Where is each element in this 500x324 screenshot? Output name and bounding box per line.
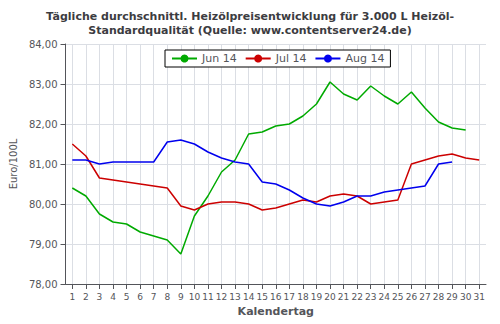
svg-text:11: 11 xyxy=(202,292,213,302)
svg-text:20: 20 xyxy=(324,292,336,302)
svg-text:Standardqualität (Quelle: www.: Standardqualität (Quelle: www.contentser… xyxy=(88,24,411,37)
svg-text:1: 1 xyxy=(69,292,75,302)
svg-text:84,00: 84,00 xyxy=(29,39,58,50)
svg-text:22: 22 xyxy=(351,292,362,302)
svg-text:16: 16 xyxy=(270,292,282,302)
svg-text:23: 23 xyxy=(365,292,376,302)
svg-text:7: 7 xyxy=(151,292,157,302)
svg-text:12: 12 xyxy=(216,292,227,302)
svg-text:Kalendertag: Kalendertag xyxy=(238,305,314,318)
svg-text:82,00: 82,00 xyxy=(29,119,58,130)
svg-text:26: 26 xyxy=(406,292,418,302)
svg-text:14: 14 xyxy=(243,292,255,302)
svg-text:6: 6 xyxy=(137,292,143,302)
svg-text:31: 31 xyxy=(473,292,484,302)
svg-text:27: 27 xyxy=(419,292,430,302)
svg-text:25: 25 xyxy=(392,292,403,302)
svg-text:3: 3 xyxy=(97,292,103,302)
svg-text:Aug 14: Aug 14 xyxy=(345,52,384,65)
svg-text:81,00: 81,00 xyxy=(29,159,58,170)
svg-text:29: 29 xyxy=(446,292,458,302)
svg-text:28: 28 xyxy=(433,292,445,302)
svg-text:2: 2 xyxy=(83,292,89,302)
svg-text:4: 4 xyxy=(110,292,116,302)
svg-text:21: 21 xyxy=(338,292,349,302)
svg-text:9: 9 xyxy=(178,292,184,302)
svg-text:30: 30 xyxy=(460,292,472,302)
svg-text:13: 13 xyxy=(229,292,240,302)
svg-text:83,00: 83,00 xyxy=(29,79,58,90)
svg-text:Tägliche durchschnittl. Heizöl: Tägliche durchschnittl. Heizölpreisentwi… xyxy=(46,10,454,23)
svg-text:79,00: 79,00 xyxy=(29,239,58,250)
svg-text:17: 17 xyxy=(284,292,295,302)
svg-text:15: 15 xyxy=(256,292,267,302)
svg-text:10: 10 xyxy=(189,292,201,302)
svg-text:Euro/100L: Euro/100L xyxy=(8,138,19,189)
svg-text:Jul 14: Jul 14 xyxy=(275,52,307,65)
svg-text:19: 19 xyxy=(311,292,323,302)
svg-text:78,00: 78,00 xyxy=(29,279,58,290)
svg-text:5: 5 xyxy=(124,292,130,302)
svg-text:24: 24 xyxy=(379,292,391,302)
svg-text:18: 18 xyxy=(297,292,309,302)
svg-text:80,00: 80,00 xyxy=(29,199,58,210)
svg-text:Jun 14: Jun 14 xyxy=(201,52,237,65)
svg-text:8: 8 xyxy=(164,292,170,302)
